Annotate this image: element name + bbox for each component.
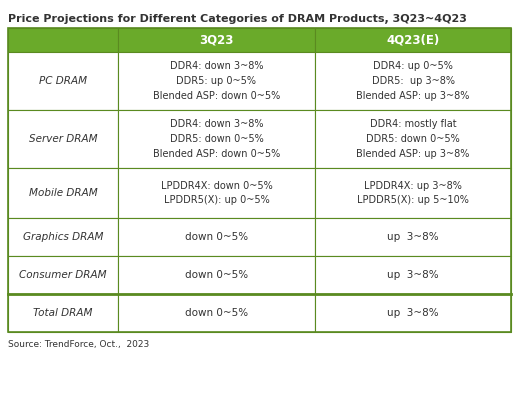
Text: Total DRAM: Total DRAM (33, 308, 93, 318)
Text: 3Q23: 3Q23 (199, 34, 234, 47)
Bar (118, 110, 315, 168)
Bar (315, 110, 511, 168)
Text: DDR4: down 3~8%
DDR5: down 0~5%
Blended ASP: down 0~5%: DDR4: down 3~8% DDR5: down 0~5% Blended … (153, 119, 280, 159)
Bar (118, 294, 315, 332)
Bar (8, 218, 118, 256)
Bar (8, 28, 511, 332)
Bar (118, 52, 315, 110)
Bar (118, 168, 315, 218)
Text: down 0~5%: down 0~5% (185, 270, 248, 280)
Text: up  3~8%: up 3~8% (387, 270, 439, 280)
Bar (315, 168, 511, 218)
Bar (118, 218, 315, 256)
Text: LPDDR4X: up 3~8%
LPDDR5(X): up 5~10%: LPDDR4X: up 3~8% LPDDR5(X): up 5~10% (357, 180, 469, 205)
Bar (8, 28, 118, 52)
Text: up  3~8%: up 3~8% (387, 232, 439, 242)
Text: Server DRAM: Server DRAM (29, 134, 98, 144)
Text: down 0~5%: down 0~5% (185, 232, 248, 242)
Text: Consumer DRAM: Consumer DRAM (19, 270, 107, 280)
Text: DDR4: up 0~5%
DDR5:  up 3~8%
Blended ASP: up 3~8%: DDR4: up 0~5% DDR5: up 3~8% Blended ASP:… (357, 61, 470, 101)
Bar (315, 28, 511, 52)
Bar (8, 110, 118, 168)
Text: Price Projections for Different Categories of DRAM Products, 3Q23~4Q23: Price Projections for Different Categori… (8, 14, 467, 24)
Text: Graphics DRAM: Graphics DRAM (23, 232, 103, 242)
Bar (118, 256, 315, 294)
Bar (8, 256, 118, 294)
Text: Source: TrendForce, Oct.,  2023: Source: TrendForce, Oct., 2023 (8, 340, 149, 349)
Text: LPDDR4X: down 0~5%
LPDDR5(X): up 0~5%: LPDDR4X: down 0~5% LPDDR5(X): up 0~5% (160, 180, 272, 205)
Bar (8, 294, 118, 332)
Bar (315, 52, 511, 110)
Text: up  3~8%: up 3~8% (387, 308, 439, 318)
Text: PC DRAM: PC DRAM (39, 76, 87, 86)
Text: Mobile DRAM: Mobile DRAM (29, 188, 98, 198)
Text: down 0~5%: down 0~5% (185, 308, 248, 318)
Text: 4Q23(E): 4Q23(E) (386, 34, 440, 47)
Bar (8, 52, 118, 110)
Text: DDR4: mostly flat
DDR5: down 0~5%
Blended ASP: up 3~8%: DDR4: mostly flat DDR5: down 0~5% Blende… (357, 119, 470, 159)
Bar (118, 28, 315, 52)
Bar (315, 294, 511, 332)
Bar (315, 256, 511, 294)
Bar (315, 218, 511, 256)
Bar (8, 168, 118, 218)
Text: DDR4: down 3~8%
DDR5: up 0~5%
Blended ASP: down 0~5%: DDR4: down 3~8% DDR5: up 0~5% Blended AS… (153, 61, 280, 101)
